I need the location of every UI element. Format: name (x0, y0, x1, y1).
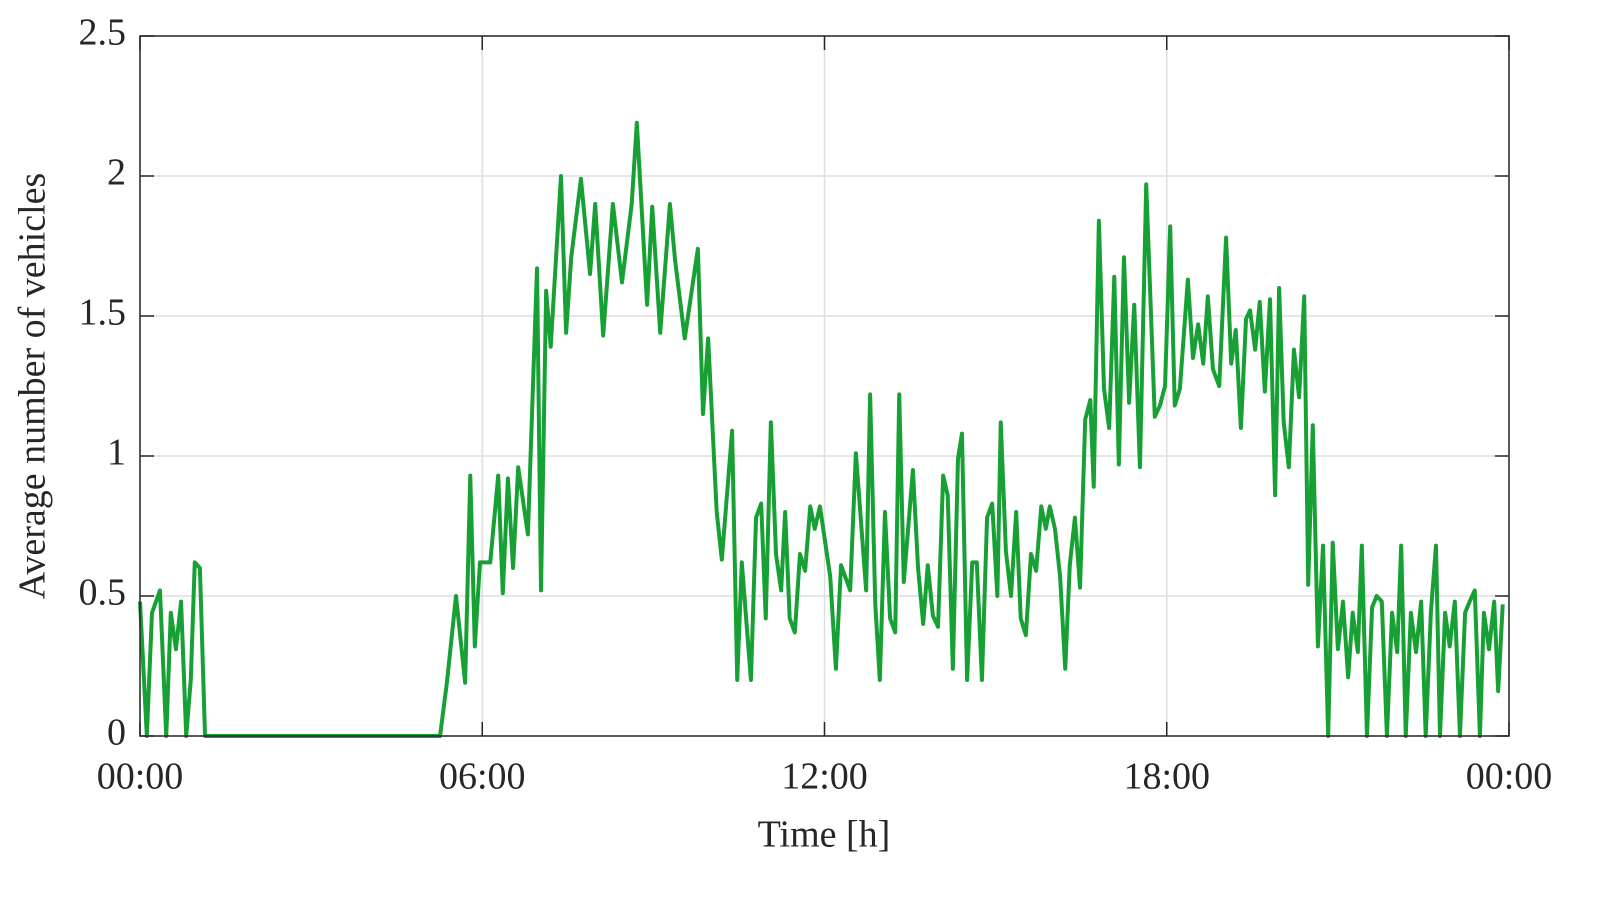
data-line (138, 120, 1505, 738)
x-tick-label: 00:00 (1466, 756, 1553, 798)
x-tick-label: 12:00 (781, 756, 868, 798)
y-tick-label: 1 (107, 432, 126, 474)
x-tick-label: 06:00 (439, 756, 526, 798)
y-tick-label: 0 (107, 712, 126, 754)
x-tick-label: 18:00 (1123, 756, 1210, 798)
y-tick-label: 2.5 (79, 12, 127, 54)
plot-frame (139, 35, 1510, 737)
y-tick-label: 2 (107, 152, 126, 194)
y-tick-label: 0.5 (79, 572, 127, 614)
y-tick-label: 1.5 (79, 292, 127, 334)
x-tick-label: 00:00 (97, 756, 184, 798)
x-axis-label: Time [h] (758, 814, 891, 856)
y-axis-label: Average number of vehicles (12, 173, 54, 600)
